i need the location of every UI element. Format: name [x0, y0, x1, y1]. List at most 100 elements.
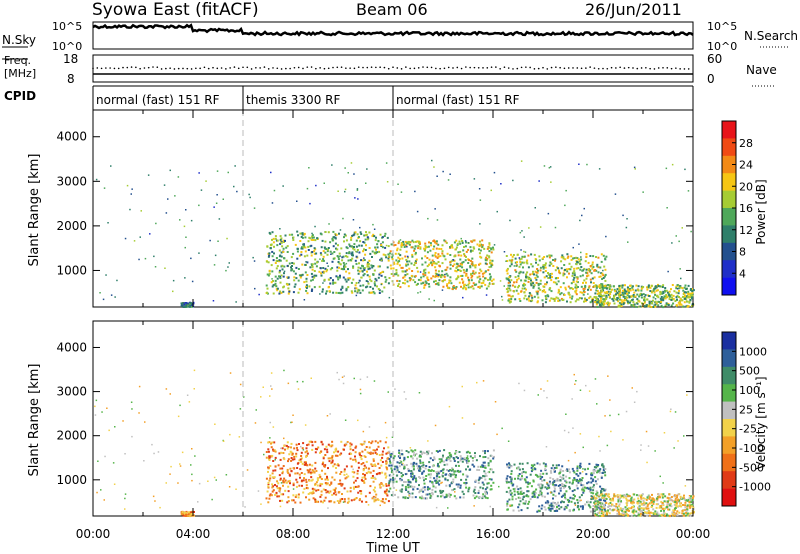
- echo-cell: [415, 283, 418, 286]
- echo-cell: [634, 168, 636, 170]
- time-tick-label: 20:00: [576, 527, 611, 541]
- echo-cell: [319, 475, 322, 478]
- nave-point: [602, 67, 604, 70]
- echo-cell: [363, 480, 365, 483]
- echo-cell: [609, 502, 612, 504]
- echo-cell: [377, 240, 380, 242]
- echo-cell: [190, 464, 192, 466]
- echo-cell: [570, 255, 573, 258]
- echo-cell: [94, 414, 97, 416]
- echo-cell: [668, 295, 671, 298]
- nave-point: [426, 66, 429, 69]
- echo-cell: [547, 272, 549, 274]
- echo-cell: [664, 287, 667, 289]
- echo-cell: [546, 502, 549, 505]
- nave-point: [422, 66, 424, 68]
- echo-cell: [377, 462, 380, 465]
- echo-cell: [298, 274, 301, 277]
- echo-cell: [598, 471, 601, 474]
- echo-cell: [507, 440, 510, 442]
- echo-cell: [575, 380, 577, 382]
- echo-cell: [461, 385, 463, 388]
- echo-cell: [283, 241, 285, 243]
- echo-cell: [618, 497, 621, 500]
- echo-cell: [296, 230, 299, 233]
- echo-cell: [301, 263, 304, 266]
- echo-cell: [473, 423, 475, 425]
- echo-cell: [403, 282, 406, 285]
- echo-cell: [437, 255, 440, 258]
- echo-cell: [412, 241, 415, 244]
- echo-cell: [398, 260, 401, 263]
- echo-cell: [431, 493, 434, 496]
- echo-cell: [472, 459, 474, 462]
- echo-cell: [313, 488, 316, 491]
- echo-cell: [131, 408, 133, 410]
- echo-cell: [362, 462, 365, 464]
- echo-cell: [294, 472, 297, 475]
- echo-cell: [389, 478, 392, 481]
- echo-cell: [455, 266, 458, 269]
- echo-cell: [470, 279, 473, 282]
- echo-cell: [597, 506, 600, 509]
- echo-cell: [282, 250, 285, 253]
- echo-cell: [530, 253, 533, 256]
- echo-cell: [331, 456, 334, 459]
- echo-cell: [478, 286, 481, 289]
- echo-cell: [451, 467, 454, 470]
- echo-cell: [582, 281, 584, 284]
- echo-cell: [575, 473, 578, 476]
- echo-cell: [306, 487, 309, 490]
- echo-cell: [546, 255, 549, 258]
- echo-cell: [488, 243, 491, 246]
- echo-cell: [660, 506, 663, 509]
- echo-cell: [618, 289, 621, 292]
- echo-cell: [536, 293, 539, 296]
- echo-cell: [611, 298, 614, 301]
- echo-cell: [606, 444, 609, 447]
- echo-cell: [549, 287, 552, 290]
- echo-cell: [413, 485, 416, 488]
- echo-cell: [380, 482, 383, 485]
- echo-cell: [654, 285, 657, 288]
- echo-cell: [179, 404, 181, 407]
- echo-cell: [385, 488, 388, 491]
- echo-cell: [649, 511, 652, 514]
- echo-cell: [212, 300, 215, 302]
- echo-cell: [405, 398, 407, 400]
- echo-cell: [365, 501, 368, 503]
- echo-cell: [465, 474, 468, 477]
- echo-cell: [537, 287, 540, 290]
- echo-cell: [288, 262, 291, 265]
- echo-cell: [638, 295, 641, 298]
- echo-cell: [279, 467, 282, 470]
- echo-cell: [524, 283, 527, 286]
- echo-cell: [313, 276, 316, 279]
- echo-cell: [595, 502, 598, 505]
- echo-cell: [634, 295, 637, 298]
- echo-cell: [615, 298, 617, 301]
- echo-cell: [518, 468, 521, 471]
- echo-cell: [287, 446, 290, 448]
- echo-cell: [442, 274, 445, 277]
- echo-cell: [587, 274, 590, 277]
- echo-cell: [665, 302, 668, 305]
- echo-cell: [537, 509, 540, 512]
- echo-cell: [591, 497, 593, 499]
- echo-cell: [530, 284, 533, 287]
- echo-cell: [675, 512, 678, 515]
- echo-cell: [592, 486, 595, 489]
- echo-cell: [372, 495, 375, 498]
- echo-cell: [300, 472, 303, 474]
- echo-cell: [683, 514, 685, 517]
- echo-cell: [605, 296, 608, 299]
- echo-cell: [437, 274, 439, 276]
- echo-cell: [575, 276, 578, 279]
- echo-cell: [568, 471, 571, 474]
- echo-cell: [343, 233, 346, 236]
- echo-cell: [661, 502, 664, 504]
- echo-cell: [522, 470, 525, 473]
- echo-cell: [533, 496, 536, 498]
- echo-cell: [429, 496, 432, 499]
- echo-cell: [397, 256, 400, 259]
